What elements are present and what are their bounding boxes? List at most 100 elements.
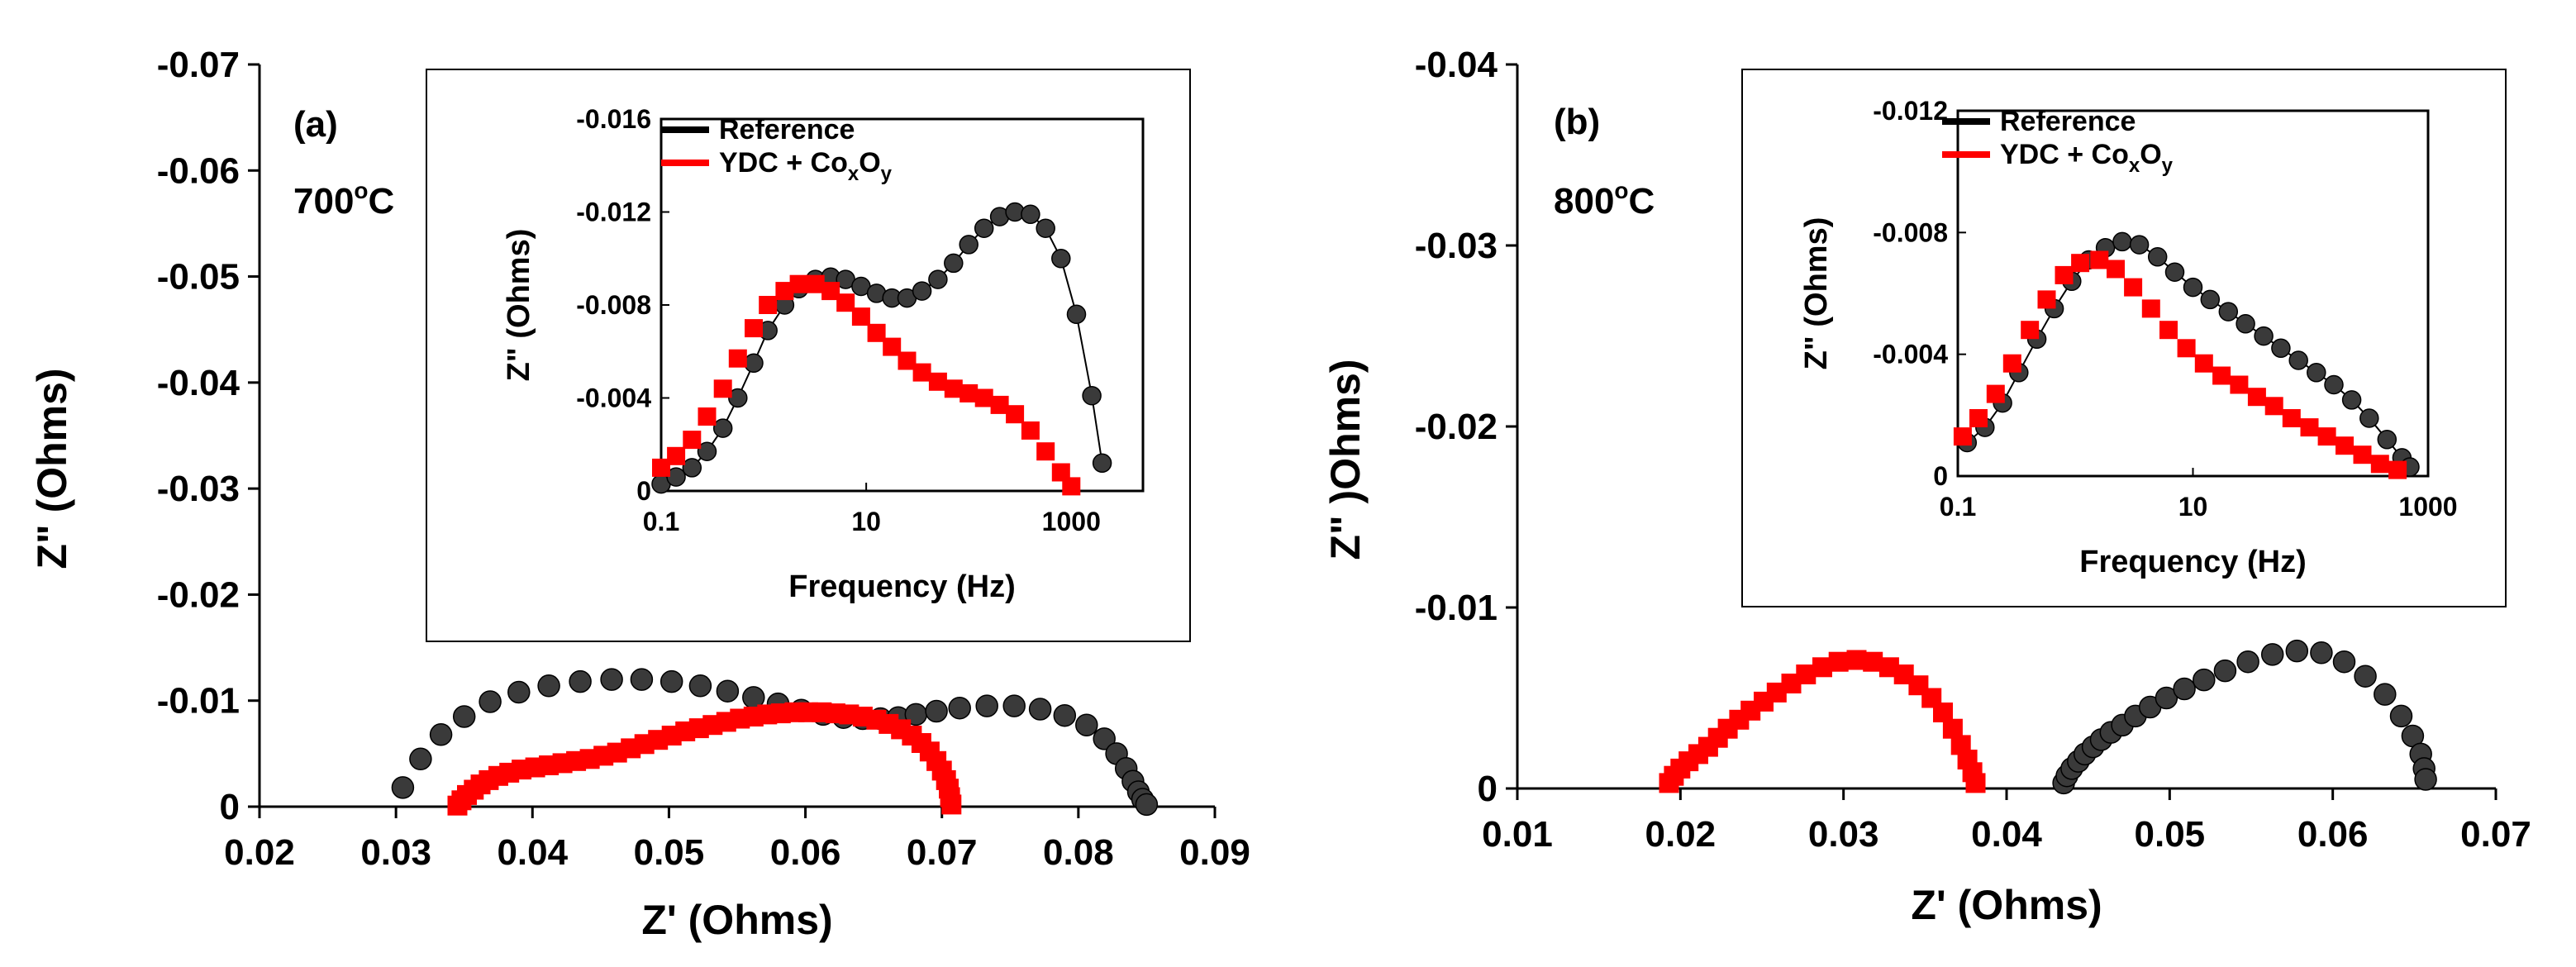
legend-text-part: O xyxy=(859,147,880,179)
inset-data-point xyxy=(2377,430,2397,450)
x-tick-label: 0.06 xyxy=(770,832,841,873)
inset-data-point xyxy=(2183,277,2203,298)
inset-chart: 0.1 10 1000 0 -0.004 -0.008 -0.012 Frequency (H… xyxy=(1741,69,2507,607)
x-tick-label: 0.07 xyxy=(2460,814,2531,855)
inset-data-point xyxy=(2230,375,2249,394)
inset-y-tick-label: -0.004 xyxy=(576,383,651,413)
inset-chart: 0.1 10 1000 0 -0.004 -0.008 -0.012 -0.016 Freque… xyxy=(426,69,1191,642)
inset-data-point xyxy=(2124,278,2143,297)
legend-label: YDC + CoxOy xyxy=(719,147,893,185)
temperature-label-part: o xyxy=(1614,178,1628,203)
inset-y-tick-label: 0 xyxy=(636,476,651,506)
inset-data-point xyxy=(698,407,717,426)
data-point xyxy=(659,669,683,693)
inset-data-point xyxy=(683,431,702,450)
data-point xyxy=(1075,713,1098,736)
y-tick-label: 0 xyxy=(1478,769,1498,809)
series-ydc-coxoy xyxy=(447,702,962,816)
temperature-label-part: 700 xyxy=(293,181,354,222)
inset-data-point xyxy=(2129,235,2150,255)
inset-data-point xyxy=(667,446,686,465)
inset-y-tick-label: -0.008 xyxy=(576,290,651,320)
inset-data-point xyxy=(1969,409,1988,427)
inset-data-point xyxy=(1036,442,1055,461)
inset-data-point xyxy=(2164,262,2185,282)
legend-text-part: O xyxy=(2140,139,2161,170)
inset-data-point xyxy=(928,269,948,289)
x-tick-label: 0.06 xyxy=(2297,814,2369,855)
inset-data-point xyxy=(2236,314,2255,334)
inset-data-point xyxy=(898,351,917,370)
temperature-label-part: o xyxy=(354,178,368,203)
y-tick-label: -0.05 xyxy=(157,257,240,298)
inset-y-tick-label: 0 xyxy=(1933,461,1948,491)
inset-data-point xyxy=(2107,260,2125,279)
data-point xyxy=(1028,698,1052,721)
inset-data-point xyxy=(1051,249,1071,269)
inset-data-point xyxy=(867,323,886,342)
inset-y-tick-label: -0.016 xyxy=(576,104,651,134)
inset-data-point xyxy=(682,458,702,478)
x-tick-label: 0.05 xyxy=(2135,814,2206,855)
x-tick-label: 0.08 xyxy=(1043,832,1114,873)
legend-text-part: Reference xyxy=(719,114,855,145)
x-tick-label: 0.07 xyxy=(907,832,978,873)
legend-text-part: YDC + Co xyxy=(2000,139,2129,170)
temperature-label: 700oC xyxy=(293,178,394,222)
series-ydc-coxoy xyxy=(1659,650,1986,793)
x-tick-label: 0.01 xyxy=(1482,814,1553,855)
series-reference xyxy=(2052,639,2437,795)
legend-label: YDC + CoxOy xyxy=(2000,139,2174,177)
inset-data-point xyxy=(944,253,964,274)
y-tick-label: -0.01 xyxy=(157,681,240,722)
inset-data-point xyxy=(1021,421,1040,440)
inset-y-tick-label: -0.012 xyxy=(1873,96,1948,126)
data-point xyxy=(1965,773,1986,793)
data-point xyxy=(2213,659,2237,683)
inset-data-point xyxy=(851,307,870,326)
data-point xyxy=(2389,704,2413,728)
inset-x-tick-label: 10 xyxy=(2178,492,2208,522)
panel-label: (b) xyxy=(1554,102,1600,142)
inset-data-point xyxy=(944,379,963,398)
inset-data-point xyxy=(789,274,808,293)
data-point xyxy=(1093,727,1116,750)
inset-x-tick-label: 0.1 xyxy=(643,507,679,536)
inset-data-point xyxy=(2264,397,2283,416)
inset-data-point xyxy=(2288,350,2308,370)
data-point xyxy=(600,668,623,691)
inset-data-point xyxy=(912,363,931,382)
inset-x-tick-label: 0.1 xyxy=(1940,492,1976,522)
data-point xyxy=(479,690,502,713)
inset-data-point xyxy=(990,395,1009,414)
panel-label: (a) xyxy=(293,104,338,145)
inset-x-tick-label: 1000 xyxy=(1042,507,1101,536)
data-point xyxy=(716,679,740,703)
data-point xyxy=(2260,643,2284,666)
inset-x-axis-label: Frequency (Hz) xyxy=(2079,545,2306,579)
legend-text-part: y xyxy=(881,163,893,185)
inset-data-point xyxy=(2359,408,2379,428)
inset-data-point xyxy=(974,388,993,407)
inset-data-point xyxy=(2194,354,2213,373)
inset-data-point xyxy=(806,274,825,293)
inset-data-point xyxy=(652,458,670,477)
legend-label: Reference xyxy=(2000,106,2136,137)
y-tick-label: -0.07 xyxy=(157,45,240,85)
data-point xyxy=(2374,683,2397,706)
inset-data-point xyxy=(2324,374,2344,395)
inset-data-point xyxy=(2159,321,2178,340)
inset-frame xyxy=(1741,69,2507,607)
data-point xyxy=(569,669,592,693)
inset-data-point xyxy=(697,441,717,461)
inset-data-point xyxy=(2177,339,2196,358)
inset-series-ydc-coxoy xyxy=(1953,250,2407,479)
inset-data-point xyxy=(1986,384,2005,403)
inset-data-point xyxy=(883,337,902,356)
chart-panel-a: 0.02 0.03 0.04 0.05 0.06 0.07 0.08 0.09 0 -0.01 -0… xyxy=(29,45,1250,943)
inset-data-point xyxy=(2002,354,2021,373)
data-point xyxy=(975,694,998,717)
inset-x-axis-label: Frequency (Hz) xyxy=(788,569,1015,604)
inset-data-point xyxy=(2317,427,2336,446)
inset-data-point xyxy=(2021,321,2040,340)
